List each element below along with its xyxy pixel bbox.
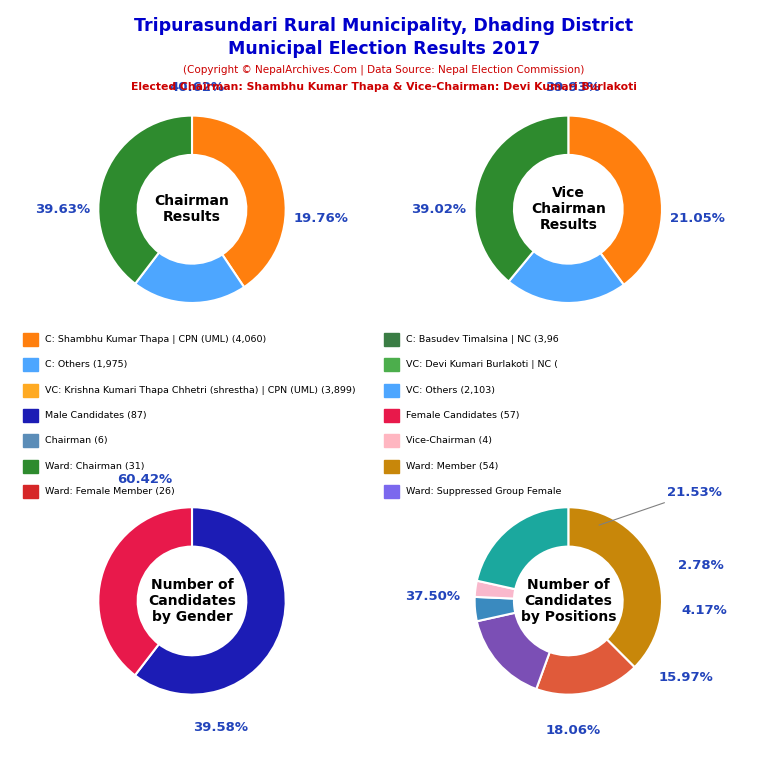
Text: 15.97%: 15.97% <box>658 671 713 684</box>
Text: VC: Devi Kumari Burlakoti | NC (: VC: Devi Kumari Burlakoti | NC ( <box>406 360 558 369</box>
Text: 39.93%: 39.93% <box>545 81 601 94</box>
Text: 60.42%: 60.42% <box>118 472 173 485</box>
Wedge shape <box>135 508 286 694</box>
Text: Vice
Chairman
Results: Vice Chairman Results <box>531 186 606 233</box>
Text: Number of
Candidates
by Positions: Number of Candidates by Positions <box>521 578 616 624</box>
Text: C: Basudev Timalsina | NC (3,96: C: Basudev Timalsina | NC (3,96 <box>406 335 558 344</box>
Text: Female Candidates (57): Female Candidates (57) <box>406 411 519 420</box>
Text: (Copyright © NepalArchives.Com | Data Source: Nepal Election Commission): (Copyright © NepalArchives.Com | Data So… <box>184 65 584 75</box>
Text: Number of
Candidates
by Gender: Number of Candidates by Gender <box>148 578 236 624</box>
Text: Municipal Election Results 2017: Municipal Election Results 2017 <box>228 40 540 58</box>
Text: Elected Chairman: Shambhu Kumar Thapa & Vice-Chairman: Devi Kumari Burlakoti: Elected Chairman: Shambhu Kumar Thapa & … <box>131 82 637 92</box>
Wedge shape <box>475 597 515 621</box>
Text: VC: Others (2,103): VC: Others (2,103) <box>406 386 495 395</box>
Wedge shape <box>477 613 550 689</box>
Text: Ward: Chairman (31): Ward: Chairman (31) <box>45 462 144 471</box>
Text: 2.78%: 2.78% <box>678 559 724 572</box>
Text: Ward: Female Member (26): Ward: Female Member (26) <box>45 487 174 496</box>
Wedge shape <box>475 116 568 282</box>
Text: VC: Krishna Kumari Thapa Chhetri (shrestha) | CPN (UML) (3,899): VC: Krishna Kumari Thapa Chhetri (shrest… <box>45 386 355 395</box>
Text: 4.17%: 4.17% <box>681 604 727 617</box>
Text: 21.53%: 21.53% <box>599 486 722 525</box>
Text: 40.62%: 40.62% <box>169 81 224 94</box>
Text: Chairman (6): Chairman (6) <box>45 436 108 445</box>
Text: 39.02%: 39.02% <box>412 203 466 216</box>
Wedge shape <box>568 116 662 285</box>
Wedge shape <box>192 116 286 287</box>
Text: Ward: Suppressed Group Female: Ward: Suppressed Group Female <box>406 487 561 496</box>
Text: C: Others (1,975): C: Others (1,975) <box>45 360 127 369</box>
Text: C: Shambhu Kumar Thapa | CPN (UML) (4,060): C: Shambhu Kumar Thapa | CPN (UML) (4,06… <box>45 335 266 344</box>
Wedge shape <box>508 251 624 303</box>
Text: Tripurasundari Rural Municipality, Dhading District: Tripurasundari Rural Municipality, Dhadi… <box>134 17 634 35</box>
Text: 21.05%: 21.05% <box>670 212 725 225</box>
Text: Ward: Member (54): Ward: Member (54) <box>406 462 498 471</box>
Wedge shape <box>98 508 192 675</box>
Wedge shape <box>98 115 192 283</box>
Text: Male Candidates (87): Male Candidates (87) <box>45 411 146 420</box>
Text: 19.76%: 19.76% <box>294 212 349 225</box>
Text: 37.50%: 37.50% <box>405 590 460 603</box>
Wedge shape <box>568 508 662 667</box>
Text: 18.06%: 18.06% <box>545 723 601 737</box>
Text: Chairman
Results: Chairman Results <box>154 194 230 224</box>
Text: Vice-Chairman (4): Vice-Chairman (4) <box>406 436 492 445</box>
Text: 39.63%: 39.63% <box>35 203 91 216</box>
Wedge shape <box>536 640 634 694</box>
Wedge shape <box>475 581 515 598</box>
Wedge shape <box>477 507 568 589</box>
Text: 39.58%: 39.58% <box>193 721 247 734</box>
Wedge shape <box>135 253 244 303</box>
